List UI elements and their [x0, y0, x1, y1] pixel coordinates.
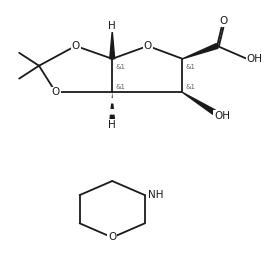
Polygon shape — [110, 109, 115, 115]
Text: H: H — [108, 21, 116, 31]
Text: &1: &1 — [185, 64, 195, 70]
Text: OH: OH — [214, 111, 230, 121]
Text: &1: &1 — [115, 84, 125, 90]
Polygon shape — [109, 115, 115, 120]
Polygon shape — [112, 93, 113, 98]
Text: &1: &1 — [115, 64, 125, 70]
Text: &1: &1 — [185, 84, 195, 90]
Text: O: O — [52, 87, 60, 97]
Polygon shape — [110, 31, 115, 59]
Text: O: O — [72, 41, 80, 51]
Text: O: O — [108, 232, 116, 242]
Text: OH: OH — [247, 54, 263, 64]
Text: O: O — [144, 41, 152, 51]
Text: O: O — [219, 16, 227, 26]
Polygon shape — [183, 93, 215, 114]
Text: NH: NH — [148, 190, 163, 200]
Polygon shape — [110, 104, 114, 109]
Text: H: H — [108, 120, 116, 130]
Polygon shape — [183, 44, 218, 59]
Polygon shape — [111, 98, 113, 104]
